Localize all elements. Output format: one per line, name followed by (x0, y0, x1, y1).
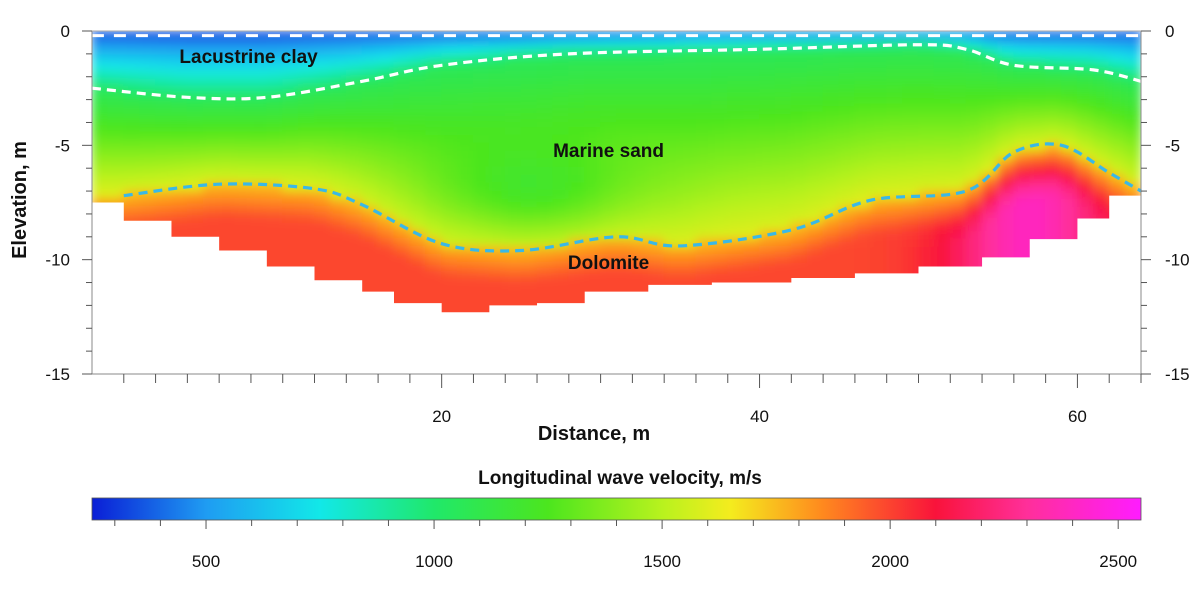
colorbar-title: Longitudinal wave velocity, m/s (478, 468, 762, 489)
y-axis-title: Elevation, m (9, 141, 31, 259)
x-tick-label: 60 (1068, 407, 1087, 426)
y-tick-label-right: -15 (1165, 365, 1190, 384)
colorbar-tick-label: 1000 (415, 552, 453, 571)
layer-label: Marine sand (553, 141, 664, 162)
colorbar-tick-label: 2500 (1099, 552, 1137, 571)
y-tick-label-left: -5 (55, 136, 70, 155)
y-tick-label-right: -10 (1165, 251, 1190, 270)
plot-axes: 0 0 -5 -5 -10 -10 -15 -15 20 40 60 (45, 22, 1189, 426)
boundary-line-1 (123, 142, 1142, 253)
y-tick-label-left: -10 (45, 251, 70, 270)
layer-annotations: Lacustrine clay Marine sand Dolomite (179, 47, 664, 274)
x-axis-title: Distance, m (538, 423, 650, 445)
colorbar-tick-label: 2000 (871, 552, 909, 571)
x-tick-label: 20 (432, 407, 451, 426)
y-tick-label-right: -5 (1165, 136, 1180, 155)
y-tick-label-left: 0 (61, 22, 70, 41)
y-tick-label-right: 0 (1165, 22, 1174, 41)
layer-label: Dolomite (568, 253, 649, 274)
colorbar-tick-label: 1500 (643, 552, 681, 571)
x-tick-label: 40 (750, 407, 769, 426)
colorbar-tick-label: 500 (192, 552, 220, 571)
layer-boundaries (91, 34, 1142, 253)
layer-label: Lacustrine clay (179, 47, 318, 68)
y-tick-label-left: -15 (45, 365, 70, 384)
colorbar-ticks: 500 1000 1500 2000 2500 (114, 520, 1137, 571)
colorbar (91, 497, 1142, 521)
